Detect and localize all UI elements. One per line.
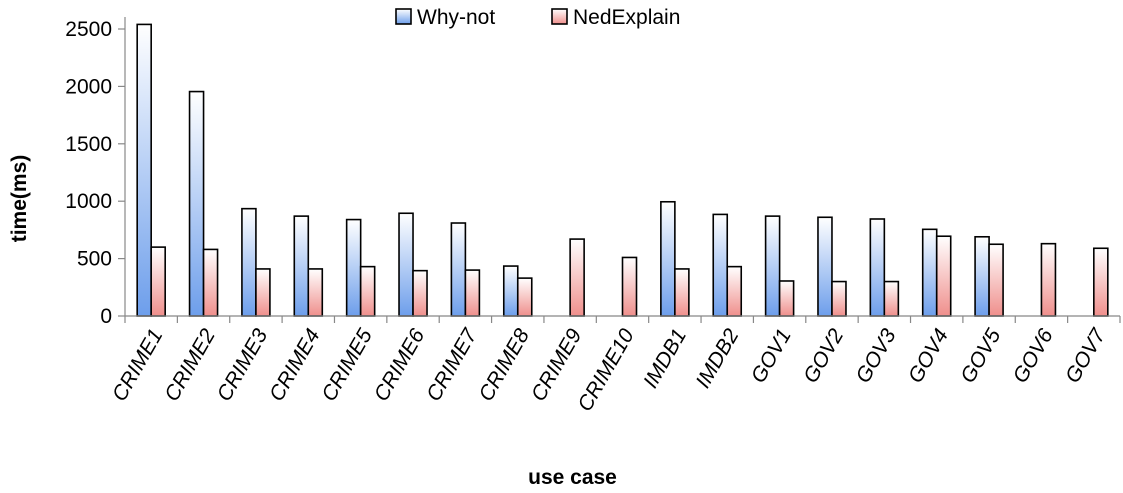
bar-why-not-crime8 bbox=[502, 265, 519, 317]
bars-layer bbox=[136, 23, 1109, 317]
bar-nedexplain-crime7 bbox=[464, 269, 481, 317]
bar-why-not-crime5 bbox=[345, 218, 362, 317]
x-axis-title: use case bbox=[528, 466, 617, 489]
bar-nedexplain-gov7 bbox=[1093, 247, 1109, 317]
x-tick-label-crime8: CRIME8 bbox=[474, 325, 534, 405]
x-tick-label-crime2: CRIME2 bbox=[160, 325, 220, 405]
x-axis: CRIME1CRIME2CRIME3CRIME4CRIME5CRIME6CRIM… bbox=[108, 315, 1121, 415]
bar-nedexplain-gov5 bbox=[988, 243, 1004, 317]
x-tick-label-gov1: GOV1 bbox=[747, 325, 796, 387]
legend-label-why-not: Why-not bbox=[417, 6, 495, 29]
x-tick-label-crime4: CRIME4 bbox=[265, 325, 325, 405]
legend-label-nedexplain: NedExplain bbox=[573, 6, 680, 29]
bar-nedexplain-gov3 bbox=[883, 280, 900, 317]
x-tick-label-crime3: CRIME3 bbox=[213, 325, 273, 405]
legend-swatch-why-not bbox=[395, 8, 412, 25]
y-axis-title: time(ms) bbox=[8, 155, 31, 243]
x-tick-label-gov2: GOV2 bbox=[799, 325, 848, 387]
bar-nedexplain-gov6 bbox=[1040, 242, 1057, 317]
bar-why-not-crime6 bbox=[398, 212, 414, 317]
bar-nedexplain-crime5 bbox=[359, 265, 376, 317]
bar-nedexplain-imdb2 bbox=[726, 265, 743, 317]
bar-why-not-crime3 bbox=[241, 207, 257, 317]
bar-nedexplain-crime6 bbox=[412, 269, 428, 317]
bar-nedexplain-gov2 bbox=[831, 280, 847, 317]
bar-nedexplain-crime2 bbox=[202, 248, 219, 317]
legend-swatch-nedexplain bbox=[551, 8, 568, 25]
bar-why-not-gov2 bbox=[817, 216, 833, 317]
x-tick-label-gov7: GOV7 bbox=[1061, 324, 1111, 387]
x-tick-label-crime7: CRIME7 bbox=[422, 324, 482, 405]
bar-why-not-imdb2 bbox=[712, 213, 729, 317]
x-tick-label-crime6: CRIME6 bbox=[370, 325, 430, 405]
x-tick-label-crime5: CRIME5 bbox=[317, 325, 377, 405]
x-tick-label-gov6: GOV6 bbox=[1009, 325, 1058, 387]
bar-why-not-gov4 bbox=[921, 228, 938, 317]
bar-why-not-crime7 bbox=[450, 222, 467, 317]
bar-nedexplain-crime1 bbox=[150, 246, 166, 317]
x-tick-label-imdb1: IMDB1 bbox=[639, 325, 691, 392]
y-tick-label: 500 bbox=[77, 248, 112, 271]
bar-why-not-crime4 bbox=[293, 215, 310, 317]
bar-nedexplain-crime4 bbox=[307, 268, 324, 317]
x-tick-label-gov3: GOV3 bbox=[852, 325, 901, 387]
bar-why-not-imdb1 bbox=[660, 200, 676, 317]
bar-nedexplain-crime9 bbox=[569, 238, 585, 317]
bar-nedexplain-gov1 bbox=[778, 280, 795, 317]
bar-why-not-crime1 bbox=[136, 23, 152, 317]
y-axis: 0 500 1000 1500 2000 2500 bbox=[65, 17, 126, 328]
y-tick-label: 2000 bbox=[65, 75, 112, 98]
y-tick-label: 1500 bbox=[65, 133, 112, 156]
y-tick-label: 0 bbox=[100, 305, 112, 328]
x-tick-label-gov4: GOV4 bbox=[904, 325, 953, 387]
bar-why-not-gov5 bbox=[974, 235, 990, 317]
bar-nedexplain-crime3 bbox=[255, 268, 271, 317]
x-tick-label-imdb2: IMDB2 bbox=[692, 325, 744, 392]
x-tick-label-crime9: CRIME9 bbox=[527, 325, 587, 405]
bar-why-not-gov1 bbox=[764, 215, 781, 317]
bar-nedexplain-imdb1 bbox=[674, 268, 690, 317]
bar-why-not-crime2 bbox=[188, 90, 205, 317]
x-tick-label-gov5: GOV5 bbox=[956, 325, 1005, 387]
bar-why-not-gov3 bbox=[869, 218, 886, 317]
legend: Why-not NedExplain bbox=[395, 6, 680, 29]
bar-nedexplain-crime8 bbox=[516, 277, 533, 317]
bar-nedexplain-crime10 bbox=[621, 256, 638, 317]
y-tick-label: 1000 bbox=[65, 190, 112, 213]
bar-nedexplain-gov4 bbox=[935, 235, 952, 317]
y-tick-label: 2500 bbox=[65, 18, 112, 41]
x-tick-label-crime1: CRIME1 bbox=[108, 325, 168, 405]
